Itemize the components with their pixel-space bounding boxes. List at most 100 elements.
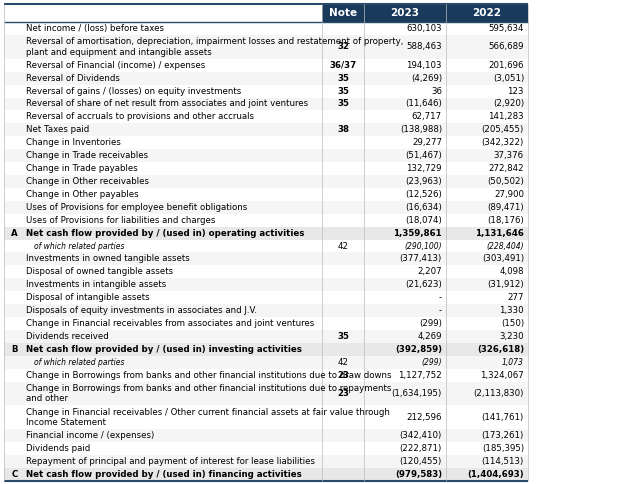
Text: (342,322): (342,322) (482, 138, 524, 147)
Text: (18,176): (18,176) (487, 216, 524, 225)
Text: Change in Financial receivables / Other current financial assets at fair value t: Change in Financial receivables / Other … (26, 408, 390, 417)
Text: (326,618): (326,618) (477, 345, 524, 354)
Text: Change in Borrowings from banks and other financial institutions due to draw dow: Change in Borrowings from banks and othe… (26, 371, 392, 379)
Text: 36/37: 36/37 (330, 61, 356, 70)
Bar (4, 22, 528, 35)
Text: 595,634: 595,634 (488, 24, 524, 33)
Bar (4, 201, 528, 214)
Text: (18,074): (18,074) (405, 216, 442, 225)
Text: C: C (12, 470, 18, 479)
Text: Net income / (loss) before taxes: Net income / (loss) before taxes (26, 24, 164, 33)
Text: (4,269): (4,269) (411, 74, 442, 83)
Text: 132,729: 132,729 (406, 164, 442, 173)
Text: Change in Other receivables: Change in Other receivables (26, 177, 149, 186)
Bar (4, 278, 528, 291)
Bar (4, 265, 528, 278)
Text: (138,988): (138,988) (400, 125, 442, 135)
Text: (89,471): (89,471) (488, 203, 524, 212)
Bar (4, 72, 528, 85)
Bar (4, 381, 528, 406)
Text: (392,859): (392,859) (395, 345, 442, 354)
Text: Disposal of owned tangible assets: Disposal of owned tangible assets (26, 267, 173, 276)
Text: (377,413): (377,413) (400, 255, 442, 263)
Text: Reversal of accruals to provisions and other accruals: Reversal of accruals to provisions and o… (26, 112, 254, 121)
Bar (4, 253, 528, 265)
Text: 201,696: 201,696 (488, 61, 524, 70)
Bar (4, 98, 528, 110)
Text: Change in Other payables: Change in Other payables (26, 190, 139, 199)
Text: (1,404,693): (1,404,693) (467, 470, 524, 479)
Text: (1,634,195): (1,634,195) (392, 389, 442, 398)
Text: plant and equipment and intangible assets: plant and equipment and intangible asset… (26, 48, 212, 57)
Text: of which related parties: of which related parties (34, 242, 125, 251)
Text: (173,261): (173,261) (482, 431, 524, 440)
Bar (4, 188, 528, 201)
Text: 2022: 2022 (472, 8, 502, 18)
Bar (4, 4, 322, 22)
Text: and other: and other (26, 394, 68, 403)
Text: 27,900: 27,900 (494, 190, 524, 199)
Text: (23,963): (23,963) (405, 177, 442, 186)
Bar (4, 330, 528, 343)
Text: 2023: 2023 (390, 8, 419, 18)
Text: 4,098: 4,098 (499, 267, 524, 276)
Text: Dividends paid: Dividends paid (26, 444, 90, 453)
Text: (11,646): (11,646) (405, 100, 442, 108)
Text: 1,073: 1,073 (502, 358, 524, 367)
Text: 1,127,752: 1,127,752 (398, 371, 442, 379)
Text: 23: 23 (337, 389, 349, 398)
Bar (4, 406, 528, 429)
Text: 194,103: 194,103 (406, 61, 442, 70)
Text: Change in Trade receivables: Change in Trade receivables (26, 151, 148, 160)
Text: (21,623): (21,623) (405, 280, 442, 289)
Text: Net cash flow provided by / (used in) financing activities: Net cash flow provided by / (used in) fi… (26, 470, 301, 479)
Bar (4, 59, 528, 72)
Bar (4, 291, 528, 304)
Text: (205,455): (205,455) (482, 125, 524, 135)
Text: 1,330: 1,330 (499, 306, 524, 315)
Text: A: A (12, 228, 18, 238)
Text: Net Taxes paid: Net Taxes paid (26, 125, 89, 135)
Text: 35: 35 (337, 87, 349, 95)
Text: (16,634): (16,634) (405, 203, 442, 212)
Text: Investments in owned tangible assets: Investments in owned tangible assets (26, 255, 189, 263)
Text: Disposal of intangible assets: Disposal of intangible assets (26, 293, 150, 302)
Bar (322, 4, 528, 22)
Text: (222,871): (222,871) (400, 444, 442, 453)
Bar (4, 343, 528, 356)
Text: (303,491): (303,491) (482, 255, 524, 263)
Bar (4, 468, 528, 481)
Text: Uses of Provisions for employee benefit obligations: Uses of Provisions for employee benefit … (26, 203, 247, 212)
Text: (2,113,830): (2,113,830) (474, 389, 524, 398)
Bar (4, 85, 528, 98)
Text: 29,277: 29,277 (412, 138, 442, 147)
Text: (150): (150) (501, 319, 524, 328)
Text: 36: 36 (431, 87, 442, 95)
Text: (141,761): (141,761) (482, 413, 524, 422)
Text: Change in Inventories: Change in Inventories (26, 138, 121, 147)
Bar (4, 35, 528, 59)
Text: 272,842: 272,842 (488, 164, 524, 173)
Text: Reversal of amortisation, depreciation, impairment losses and restatement of pro: Reversal of amortisation, depreciation, … (26, 37, 403, 46)
Text: 32: 32 (337, 43, 349, 51)
Bar (4, 214, 528, 227)
Text: (228,404): (228,404) (486, 242, 524, 251)
Text: 123: 123 (508, 87, 524, 95)
Text: 62,717: 62,717 (412, 112, 442, 121)
Text: Dividends received: Dividends received (26, 332, 109, 341)
Text: (3,051): (3,051) (493, 74, 524, 83)
Text: 35: 35 (337, 74, 349, 83)
Bar (4, 455, 528, 468)
Bar (4, 227, 528, 240)
Text: 37,376: 37,376 (494, 151, 524, 160)
Text: 1,359,861: 1,359,861 (394, 228, 442, 238)
Text: (342,410): (342,410) (400, 431, 442, 440)
Text: 23: 23 (337, 371, 349, 379)
Bar (4, 356, 528, 369)
Text: Income Statement: Income Statement (26, 418, 106, 427)
Text: Reversal of Dividends: Reversal of Dividends (26, 74, 120, 83)
Bar (4, 149, 528, 162)
Text: 141,283: 141,283 (488, 112, 524, 121)
Bar (4, 240, 528, 253)
Text: of which related parties: of which related parties (34, 358, 125, 367)
